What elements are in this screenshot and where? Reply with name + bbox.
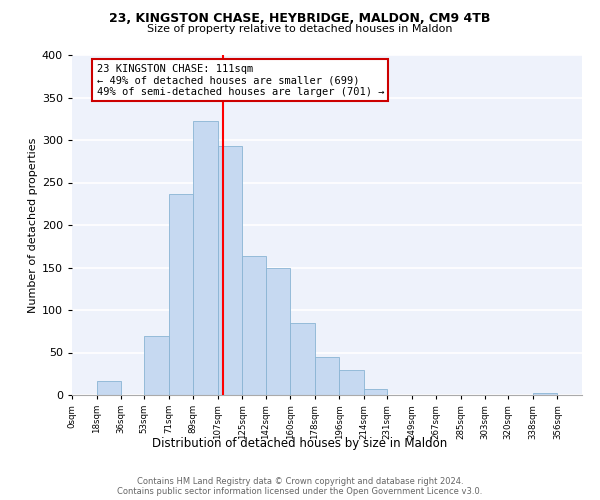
Bar xyxy=(144,336,169,395)
Bar xyxy=(169,194,193,395)
Bar xyxy=(218,146,242,395)
Text: 23, KINGSTON CHASE, HEYBRIDGE, MALDON, CM9 4TB: 23, KINGSTON CHASE, HEYBRIDGE, MALDON, C… xyxy=(109,12,491,26)
Text: 23 KINGSTON CHASE: 111sqm
← 49% of detached houses are smaller (699)
49% of semi: 23 KINGSTON CHASE: 111sqm ← 49% of detac… xyxy=(97,64,384,96)
Bar xyxy=(266,268,290,395)
Bar xyxy=(364,389,387,395)
Bar xyxy=(242,256,266,395)
Bar xyxy=(193,122,218,395)
Text: Contains HM Land Registry data © Crown copyright and database right 2024.: Contains HM Land Registry data © Crown c… xyxy=(137,478,463,486)
Bar xyxy=(97,382,121,395)
Bar xyxy=(533,394,557,395)
Text: Distribution of detached houses by size in Maldon: Distribution of detached houses by size … xyxy=(152,438,448,450)
Y-axis label: Number of detached properties: Number of detached properties xyxy=(28,138,38,312)
Text: Contains public sector information licensed under the Open Government Licence v3: Contains public sector information licen… xyxy=(118,488,482,496)
Bar xyxy=(290,323,315,395)
Bar xyxy=(315,357,339,395)
Text: Size of property relative to detached houses in Maldon: Size of property relative to detached ho… xyxy=(147,24,453,34)
Bar xyxy=(339,370,364,395)
